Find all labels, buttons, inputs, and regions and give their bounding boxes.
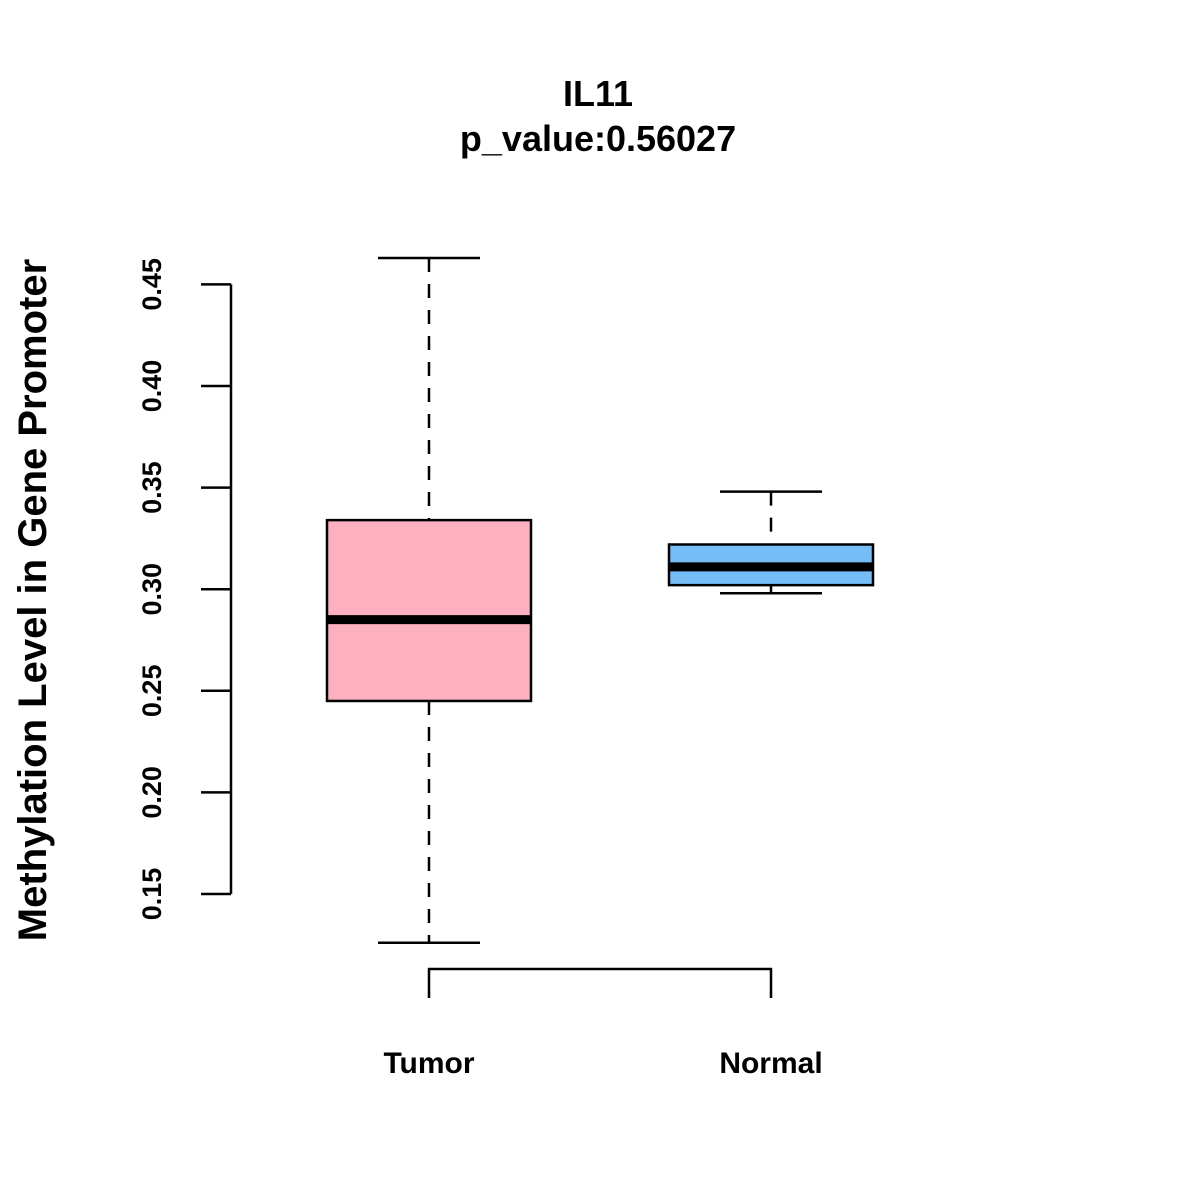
chart-title: IL11 — [563, 73, 633, 114]
y-axis: 0.15 0.20 0.25 0.30 0.35 0.40 0.45 — [137, 258, 233, 921]
y-tick-label: 0.30 — [137, 563, 167, 616]
tumor-box-group — [325, 256, 533, 945]
tumor-box — [325, 518, 533, 703]
y-tick-label: 0.25 — [137, 665, 167, 718]
x-label-tumor: Tumor — [383, 1047, 474, 1080]
chart-subtitle: p_value:0.56027 — [460, 118, 736, 159]
comparison-bracket — [427, 967, 773, 998]
y-tick-label: 0.40 — [137, 360, 167, 413]
y-tick-label: 0.20 — [137, 766, 167, 819]
x-axis-labels: Tumor Normal — [383, 1047, 822, 1080]
y-tick-label: 0.35 — [137, 461, 167, 514]
y-tick-label: 0.15 — [137, 868, 167, 921]
x-label-normal: Normal — [719, 1047, 822, 1080]
boxes-group — [325, 256, 875, 945]
normal-box-group — [667, 490, 875, 595]
bracket-line — [427, 967, 773, 998]
y-axis-label: Methylation Level in Gene Promoter — [11, 259, 55, 941]
y-tick-label: 0.45 — [137, 258, 167, 311]
